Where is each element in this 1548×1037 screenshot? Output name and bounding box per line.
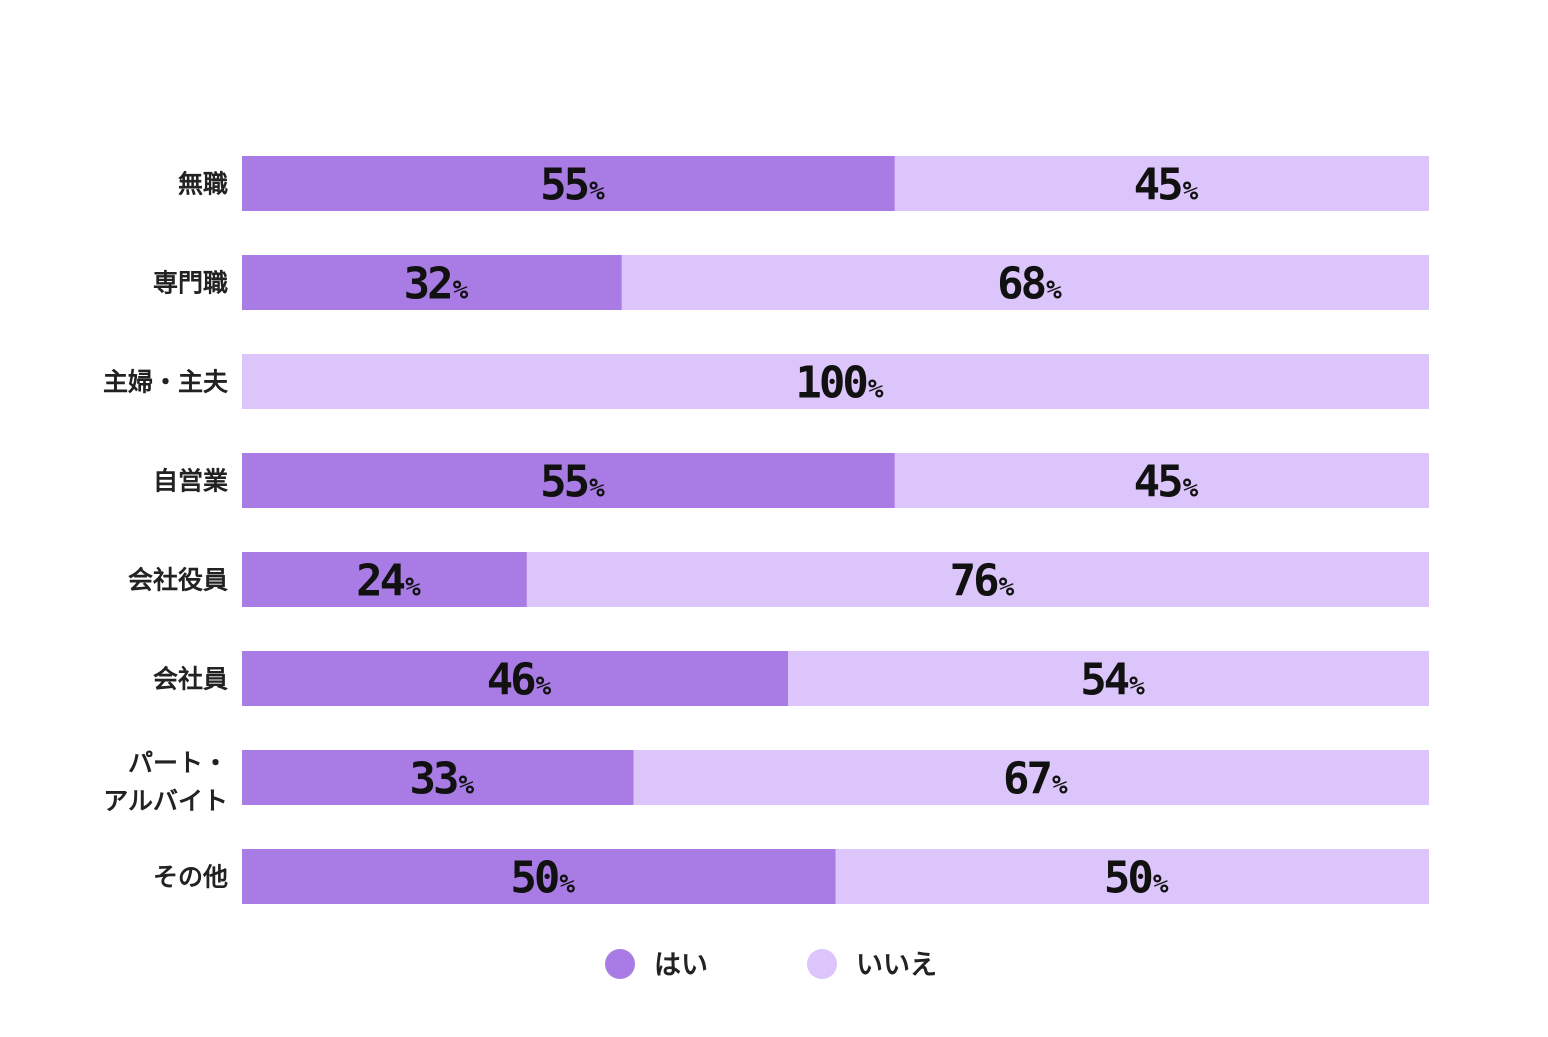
- bar-no-6: [633, 750, 1429, 805]
- category-label-7: その他: [153, 863, 228, 892]
- value-label-yes-4: 24%: [356, 556, 421, 607]
- bar-no-0: [894, 156, 1429, 211]
- bar-yes-4: [242, 552, 527, 607]
- bar-no-1: [621, 255, 1429, 310]
- legend: はい いいえ: [605, 949, 937, 981]
- legend-swatch-no: [807, 949, 837, 979]
- bar-no-5: [788, 651, 1429, 706]
- bar-yes-0: [242, 156, 895, 211]
- value-label-no-4: 76%: [950, 556, 1015, 607]
- value-label-yes-1: 32%: [404, 259, 469, 310]
- bar-no-7: [835, 849, 1429, 904]
- value-label-no-7: 50%: [1104, 853, 1169, 904]
- value-label-yes-7: 50%: [510, 853, 575, 904]
- bar-no-4: [526, 552, 1429, 607]
- category-label-4: 会社役員: [128, 566, 228, 595]
- value-label-yes-0: 55%: [540, 160, 605, 211]
- category-label-6: パート・アルバイト: [103, 749, 228, 816]
- value-label-yes-5: 46%: [487, 655, 552, 706]
- category-label-2: 主婦・主夫: [103, 368, 229, 397]
- bar-no-2: [242, 354, 1429, 409]
- category-label-5: 会社員: [153, 665, 228, 694]
- bar-area: [242, 156, 1429, 904]
- value-label-yes-6: 33%: [410, 754, 475, 805]
- bar-yes-1: [242, 255, 622, 310]
- value-label-no-3: 45%: [1134, 457, 1199, 508]
- value-label-no-5: 54%: [1080, 655, 1145, 706]
- legend-label-no: いいえ: [856, 950, 937, 981]
- value-labels: 55% 45% 32% 68% 100% 55% 45% 24% 76% 46% 54% 33% 67%…: [356, 160, 1198, 904]
- legend-label-yes: はい: [654, 950, 708, 981]
- category-label-3: 自営業: [153, 467, 228, 496]
- bar-yes-6: [242, 750, 634, 805]
- bar-yes-5: [242, 651, 789, 706]
- value-label-no-2: 100%: [795, 358, 883, 409]
- value-label-no-1: 68%: [997, 259, 1062, 310]
- category-label-1: 専門職: [153, 269, 228, 298]
- bar-yes-7: [242, 849, 836, 904]
- bar-no-3: [894, 453, 1429, 508]
- value-label-no-0: 45%: [1134, 160, 1199, 211]
- category-label-0: 無職: [178, 170, 228, 199]
- value-label-yes-3: 55%: [540, 457, 605, 508]
- value-label-no-6: 67%: [1003, 754, 1068, 805]
- bar-yes-3: [242, 453, 895, 508]
- legend-swatch-yes: [605, 949, 635, 979]
